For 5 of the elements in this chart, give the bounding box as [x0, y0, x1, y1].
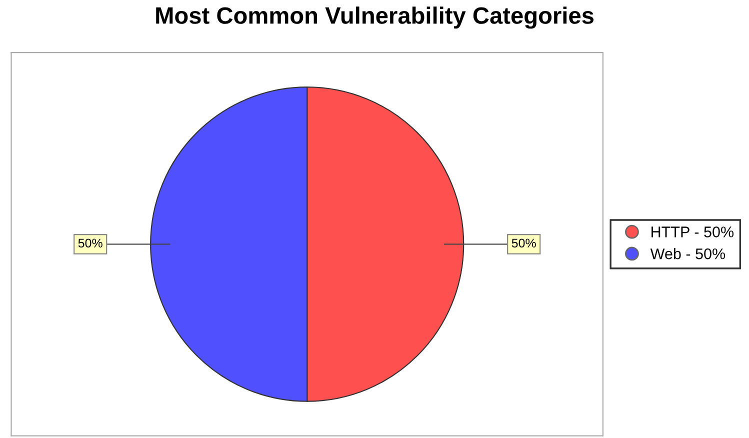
chart-title: Most Common Vulnerability Categories	[156, 6, 594, 29]
data-label: 50%	[78, 238, 102, 248]
legend-label: HTTP - 50%	[652, 226, 734, 238]
legend-label: Web - 50%	[650, 248, 726, 260]
data-label: 50%	[512, 238, 536, 248]
